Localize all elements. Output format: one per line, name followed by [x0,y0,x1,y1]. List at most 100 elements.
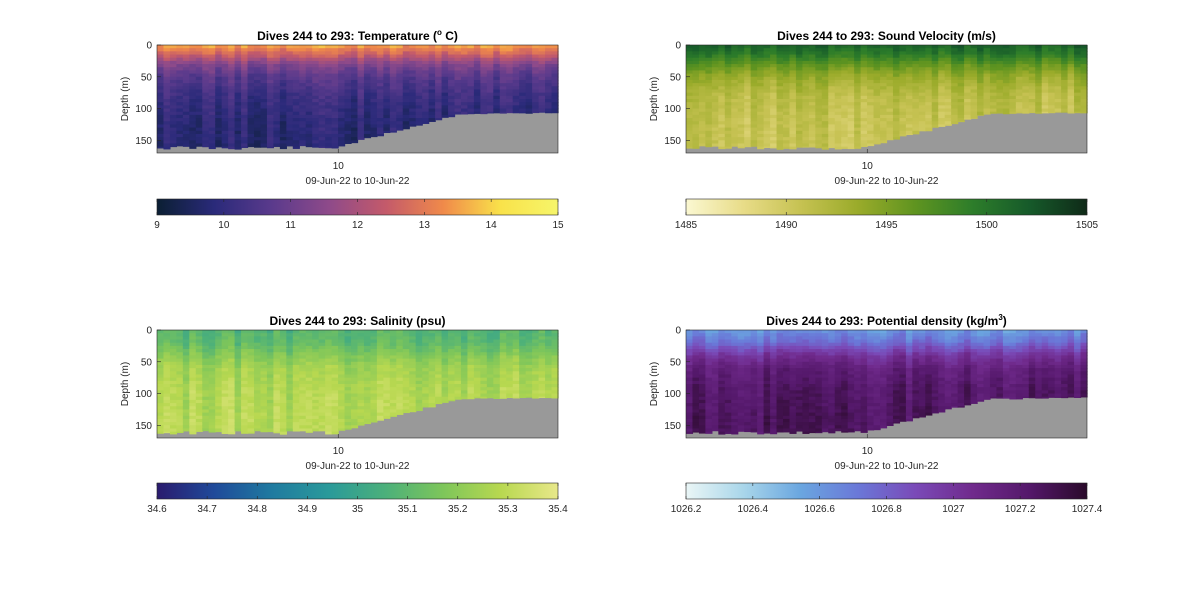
heatmap-cell [389,95,397,100]
heatmap-cell [519,45,527,49]
heatmap-cell [376,333,384,337]
heatmap-cell [247,64,255,68]
heatmap-cell [873,83,881,87]
heatmap-cell [448,345,456,350]
heatmap-cell [221,143,229,148]
heatmap-cell [532,67,540,72]
heatmap-cell [409,403,417,407]
heatmap-cell [163,70,171,75]
heatmap-cell [260,368,268,372]
heatmap-cell [938,92,946,97]
heatmap-cell [899,70,907,75]
heatmap-cell [925,114,933,119]
heatmap-cell [925,99,933,103]
heatmap-cell [241,60,249,65]
heatmap-cell [692,48,700,52]
heatmap-cell [724,45,732,49]
heatmap-cell [957,102,965,106]
heatmap-cell [834,48,842,52]
heatmap-cell [789,146,797,150]
heatmap-cell [182,102,190,106]
heatmap-cell [189,342,197,347]
heatmap-cell [711,137,719,141]
heatmap-cell [157,371,165,376]
heatmap-cell [698,86,707,91]
heatmap-cell [422,79,430,84]
heatmap-cell [905,67,913,72]
heatmap-cell [370,45,378,49]
heatmap-cell [1074,102,1082,106]
heatmap-cell [1080,70,1088,75]
heatmap-cell [266,108,275,113]
heatmap-cell [338,412,346,417]
heatmap-cell [376,384,384,388]
heatmap-cell [828,99,836,103]
heatmap-cell [724,76,732,81]
heatmap-cell [1080,95,1088,100]
heatmap-cell [711,64,719,68]
heatmap-cell [176,330,184,334]
heatmap-cell [698,83,707,87]
heatmap-cell [686,137,694,141]
heatmap-cell [815,133,823,138]
heatmap-cell [970,114,978,119]
heatmap-cell [1061,64,1069,68]
heatmap-cell [266,371,275,376]
heatmap-cell [338,89,346,94]
heatmap-cell [266,95,275,100]
heatmap-cell [163,86,171,91]
heatmap-cell [409,349,417,353]
heatmap-cell [228,399,236,404]
heatmap-cell [228,60,236,65]
heatmap-cell [402,358,410,363]
heatmap-cell [828,79,836,84]
heatmap-cell [409,371,417,376]
heatmap-cell [750,51,758,56]
heatmap-cell [757,48,765,52]
heatmap-cell [815,121,823,126]
heatmap-cell [409,64,417,68]
heatmap-cell [169,406,178,411]
heatmap-cell [305,361,313,366]
heatmap-cell [551,79,559,84]
heatmap-cell [422,64,430,68]
heatmap-cell [228,342,236,347]
heatmap-cell [228,79,236,84]
y-axis-label: Depth (m) [120,77,131,121]
heatmap-cell [789,121,797,126]
heatmap-cell [750,137,758,141]
heatmap-cell [1054,111,1062,113]
heatmap-cell [480,76,488,81]
heatmap-cell [435,374,443,379]
heatmap-cell [499,99,507,103]
heatmap-cell [480,51,488,56]
heatmap-cell [789,76,797,81]
heatmap-cell [402,105,410,110]
heatmap-cell [351,349,359,353]
heatmap-cell [202,89,210,94]
heatmap-cell [731,57,739,62]
heatmap-cell [841,76,849,81]
heatmap-cell [169,358,178,363]
heatmap-cell [873,140,881,145]
heatmap-cell [454,73,462,78]
heatmap-cell [157,95,165,100]
heatmap-cell [454,86,462,91]
heatmap-cell [944,124,952,126]
heatmap-cell [357,406,365,411]
heatmap-cell [305,333,313,337]
heatmap-cell [783,127,791,132]
heatmap-cell [506,108,514,113]
heatmap-cell [299,51,307,56]
heatmap-cell [344,76,352,81]
heatmap-cell [1015,67,1023,72]
heatmap-cell [247,396,255,401]
heatmap-cell [176,83,184,87]
heatmap-cell [286,361,294,366]
heatmap-cell [776,102,784,106]
heatmap-cell [428,390,436,395]
heatmap-cell [202,333,210,337]
heatmap-cell [448,51,456,56]
heatmap-cell [918,45,926,49]
heatmap-cell [783,102,791,106]
